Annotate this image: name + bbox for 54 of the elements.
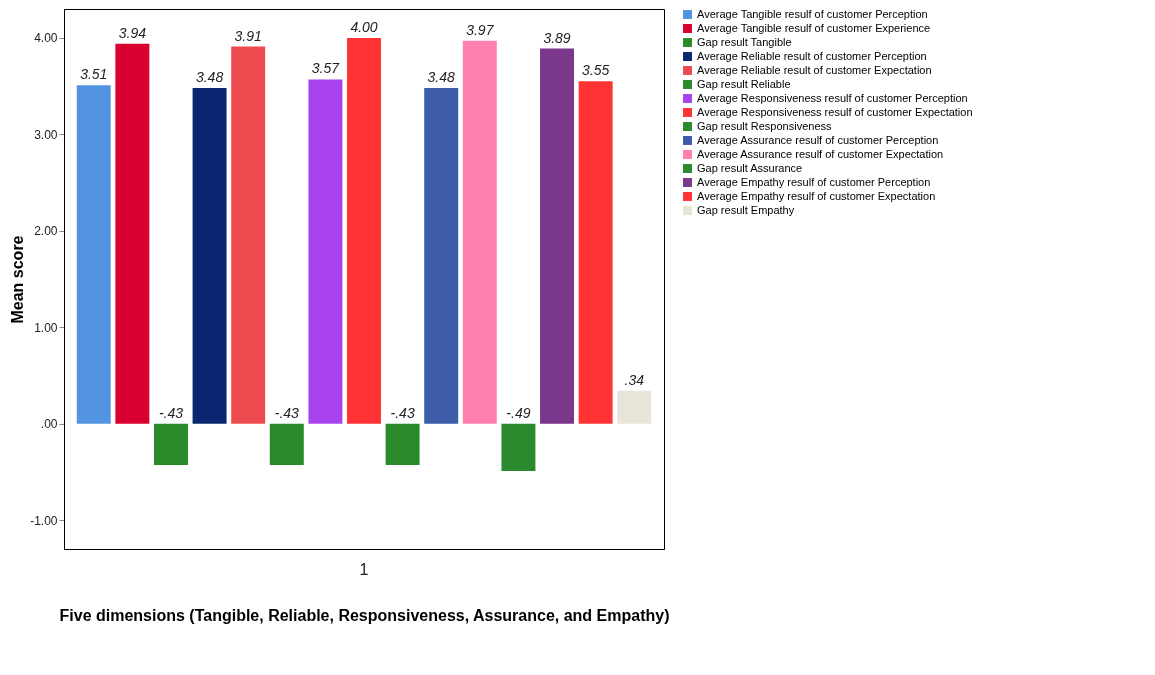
- bar: [192, 88, 227, 424]
- legend-label: Average Empathy resulf of customer Expectation: [697, 189, 936, 202]
- data-label: 3.94: [118, 24, 147, 41]
- legend-label: Average Reliable result of customer Perception: [697, 49, 927, 62]
- bar: [501, 423, 536, 471]
- legend-label: Gap result Empathy: [697, 203, 795, 216]
- x-tick-label: 1: [359, 560, 369, 578]
- bar: [308, 79, 343, 424]
- bar: [76, 85, 111, 424]
- data-label: -.43: [158, 404, 184, 421]
- legend-label: Gap result Assurance: [697, 161, 803, 174]
- bar: [385, 423, 420, 466]
- legend-label: Average Assurance resulf of customer Perception: [697, 133, 939, 146]
- data-label: 3.57: [311, 60, 341, 77]
- x-axis-title: Five dimensions (Tangible, Reliable, Responsiveness, Assurance, and Empathy): [59, 606, 670, 624]
- data-label: -.49: [506, 404, 531, 421]
- data-label: -.43: [390, 404, 415, 421]
- y-tick-label: .00: [40, 417, 58, 432]
- data-label: 3.51: [80, 66, 108, 83]
- legend-label: Average Responsiveness resulf of customer Perception: [697, 91, 968, 104]
- legend-label: Average Reliable result of customer Expectation: [697, 63, 932, 76]
- bar: [462, 40, 497, 424]
- legend-label: Average Responsiveness resulf of customer Expectation: [697, 105, 973, 118]
- data-label: -.43: [274, 404, 300, 421]
- legend-label: Average Empathy resulf of customer Perception: [697, 175, 931, 188]
- data-label: 3.97: [466, 21, 495, 38]
- data-label: 4.00: [350, 18, 378, 35]
- y-tick-label: 1.00: [34, 320, 58, 335]
- bar: [115, 43, 150, 424]
- data-label: 3.48: [195, 69, 224, 86]
- bar: [424, 88, 459, 424]
- y-axis-title: Mean score: [9, 235, 27, 324]
- legend-label: Gap result Tangible: [697, 35, 792, 48]
- data-label: 3.55: [582, 62, 610, 79]
- bar: [617, 390, 652, 424]
- legend-label: Average Tangible resulf of customer Perception: [697, 7, 928, 20]
- y-tick-label: 4.00: [34, 31, 58, 46]
- legend-label: Gap result Responsiveness: [697, 119, 833, 132]
- legend-label: Average Tangible resulf of customer Experience: [697, 21, 931, 34]
- data-label: 3.91: [234, 27, 262, 44]
- legend-label: Gap result Reliable: [697, 77, 791, 90]
- bar: [540, 48, 575, 424]
- data-label: 3.89: [543, 29, 571, 46]
- bar: [578, 81, 613, 424]
- bar: [231, 46, 266, 424]
- data-label: .34: [624, 371, 645, 388]
- y-tick-label: 2.00: [34, 224, 58, 239]
- bar: [269, 423, 304, 466]
- legend-label: Average Assurance resulf of customer Expectation: [697, 147, 944, 160]
- data-label: 3.48: [427, 69, 456, 86]
- y-tick-label: 3.00: [34, 127, 58, 142]
- y-tick-label: -1.00: [30, 513, 58, 528]
- bar: [347, 37, 381, 424]
- bar: [153, 423, 188, 466]
